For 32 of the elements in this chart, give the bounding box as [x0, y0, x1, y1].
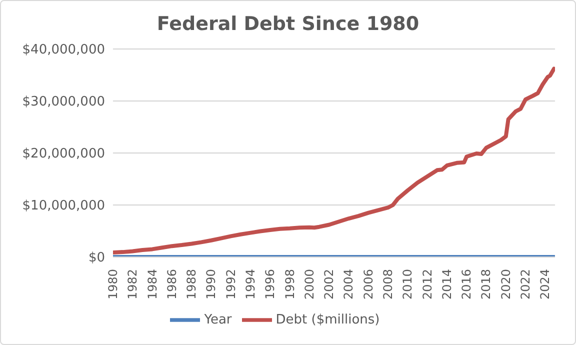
- x-tick-label: 2016: [460, 269, 474, 300]
- x-tick-label: 2004: [342, 269, 356, 300]
- x-tick-label: 2022: [518, 269, 533, 300]
- x-tick-label: 1986: [164, 269, 179, 300]
- y-tick-label: $30,000,000: [22, 94, 105, 110]
- x-tick-label: 2008: [381, 269, 396, 300]
- x-tick-label: 2000: [302, 269, 316, 300]
- x-tick-label: 1992: [224, 269, 238, 300]
- x-tick-label: 1998: [282, 269, 297, 300]
- x-tick-label: 1982: [126, 269, 140, 300]
- x-tick-label: 1990: [204, 269, 218, 300]
- x-tick-label: 2006: [361, 269, 376, 300]
- y-tick-label: $10,000,000: [22, 198, 105, 214]
- x-tick-label: 1980: [106, 269, 120, 300]
- x-tick-label: 1984: [145, 269, 160, 300]
- x-tick-label: 1994: [244, 269, 258, 300]
- y-tick-label: $0: [88, 250, 105, 266]
- legend-label: Year: [204, 312, 232, 328]
- line-series: [113, 66, 555, 255]
- x-tick-label: 2002: [322, 269, 336, 300]
- x-tick-label: 2010: [400, 269, 415, 300]
- x-tick-label: 2018: [479, 269, 494, 300]
- x-tick-label: 2020: [498, 269, 513, 300]
- x-tick-label: 2014: [440, 269, 454, 300]
- legend-label: Debt ($millions): [276, 312, 380, 328]
- y-tick-label: $40,000,000: [22, 42, 105, 58]
- x-tick-label: 1988: [184, 269, 199, 300]
- x-tick-label: 2012: [420, 269, 434, 300]
- y-tick-label: $20,000,000: [22, 146, 105, 162]
- x-tick-label: 1996: [263, 269, 278, 300]
- chart-title: Federal Debt Since 1980: [156, 13, 420, 37]
- x-tick-label: 2024: [538, 269, 552, 300]
